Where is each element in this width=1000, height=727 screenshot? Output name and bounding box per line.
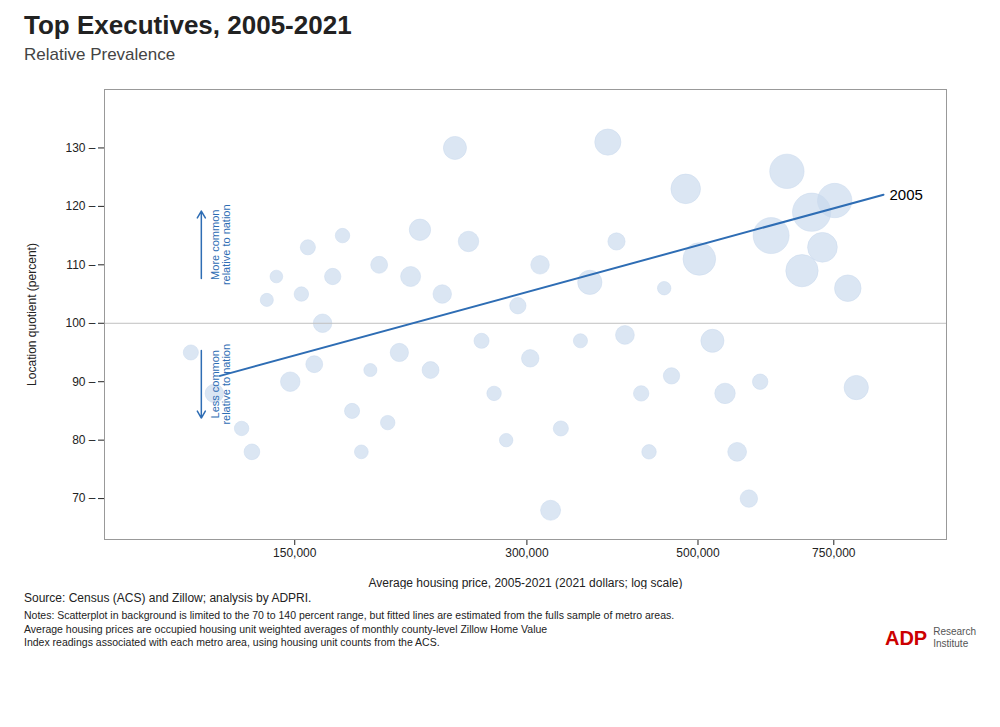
svg-text:90 –: 90 – <box>72 375 96 389</box>
svg-text:Average housing price, 2005-20: Average housing price, 2005-2021 (2021 d… <box>369 576 683 590</box>
svg-text:110 –: 110 – <box>66 258 95 272</box>
html-text:Relative Prevalence: Relative Prevalence <box>24 45 176 64</box>
svg-text:2005: 2005 <box>890 185 923 202</box>
svg-text:100 –: 100 – <box>65 316 95 330</box>
svg-text:120 –: 120 – <box>65 199 95 213</box>
svg-text:More commonrelative to nation: More commonrelative to nation <box>209 204 232 285</box>
svg-text:130 –: 130 – <box>65 141 95 155</box>
svg-text:500,000: 500,000 <box>676 546 720 560</box>
svg-text:Less commonrelative to nation: Less commonrelative to nation <box>209 344 232 425</box>
svg-text:300,000: 300,000 <box>505 546 549 560</box>
svg-text:80 –: 80 – <box>72 433 96 447</box>
html-text:Source: Census (ACS) and Zillo: Source: Census (ACS) and Zillow; analysi… <box>24 591 312 605</box>
svg-text:750,000: 750,000 <box>812 546 856 560</box>
html-text:ADP Research Institute: ADP Research Institute <box>885 625 976 649</box>
svg-text:150,000: 150,000 <box>273 546 317 560</box>
svg-text:70 –: 70 – <box>72 491 96 505</box>
html-text:Notes: Scatterplot in backgrou: Notes: Scatterplot in background is limi… <box>24 609 675 649</box>
html-text:Top Executives, 2005-2021: Top Executives, 2005-2021 <box>24 10 352 40</box>
svg-text:Location quotient (percent): Location quotient (percent) <box>25 243 39 386</box>
